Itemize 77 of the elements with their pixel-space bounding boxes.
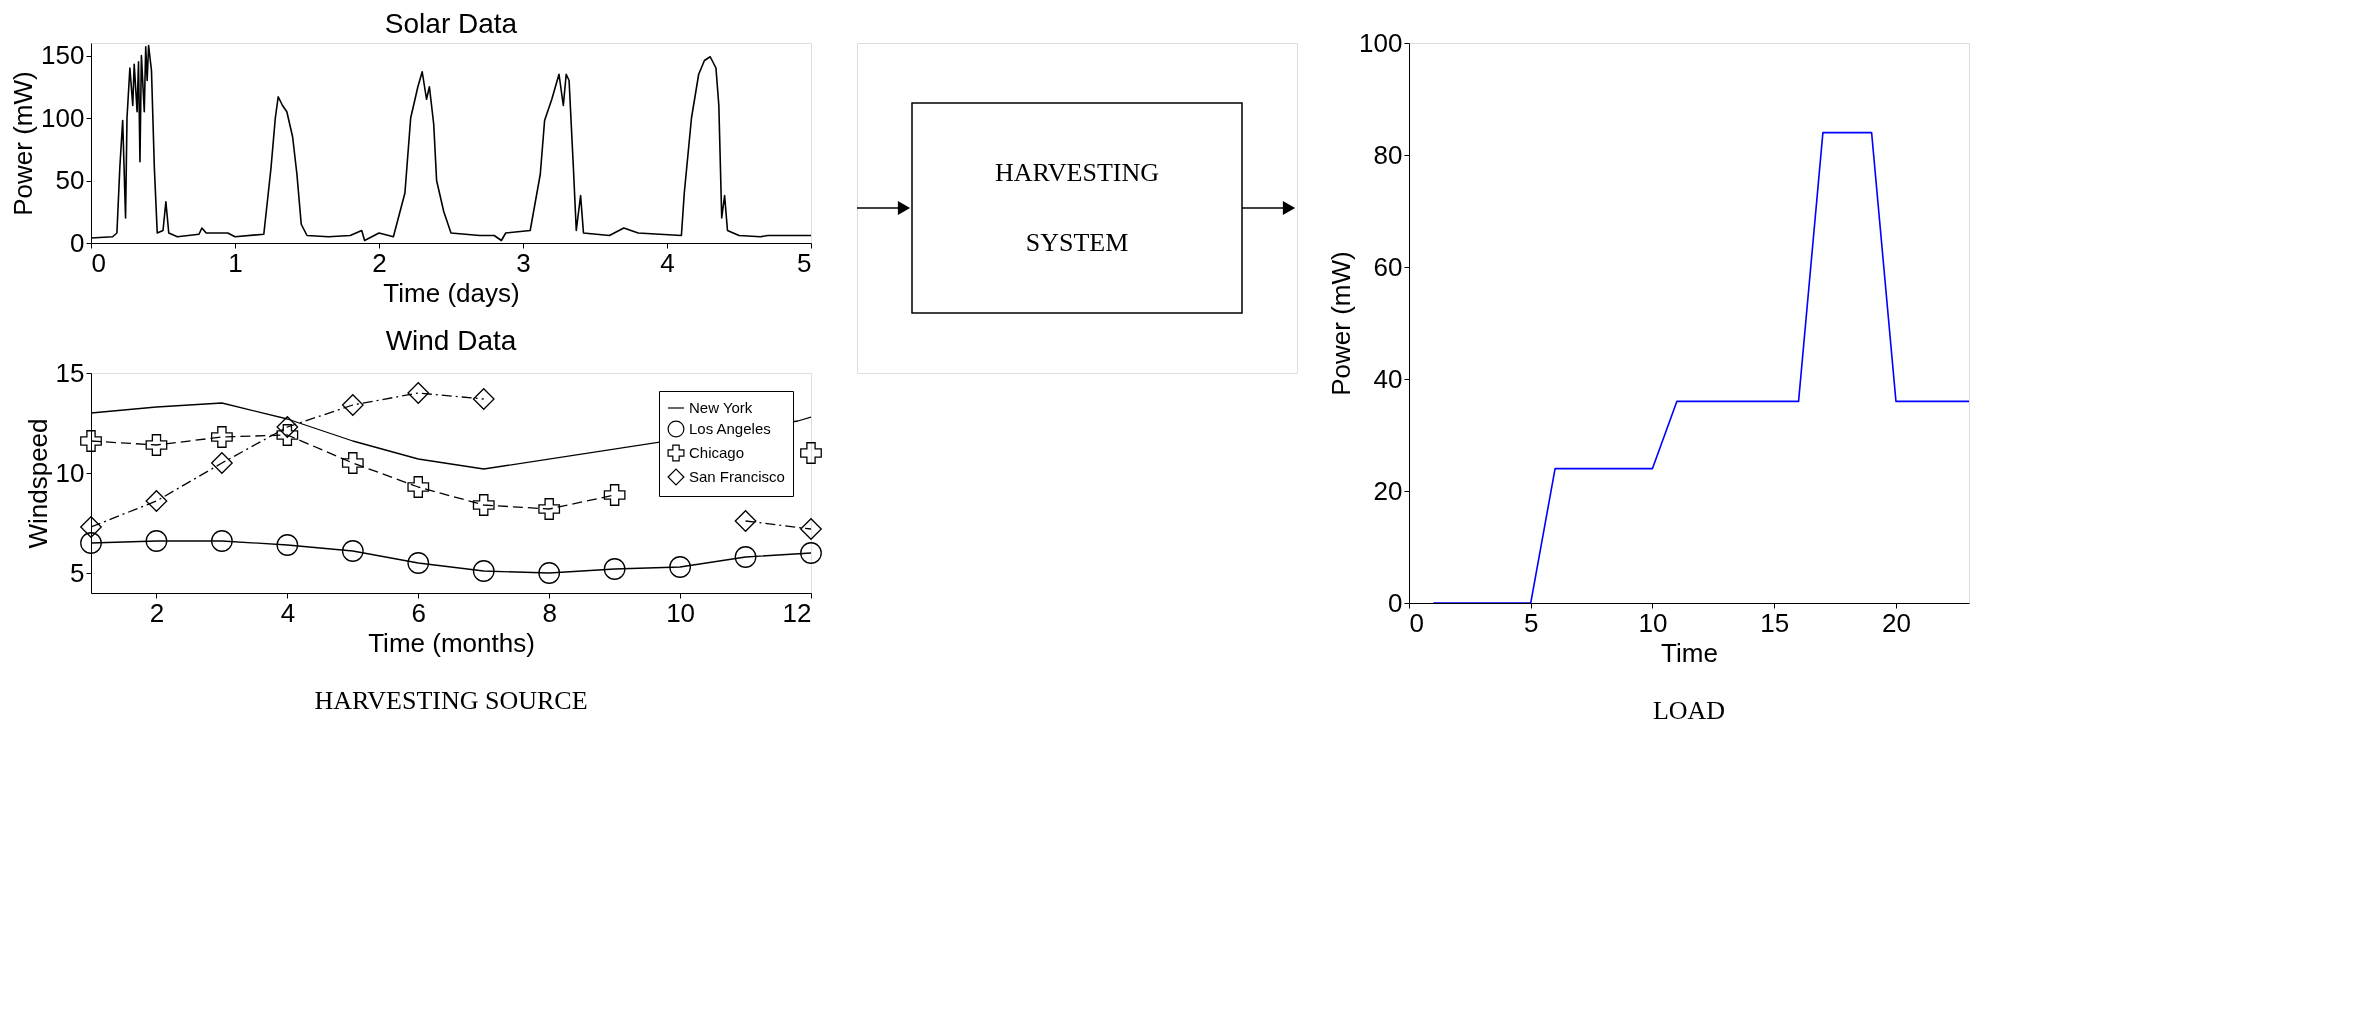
point bbox=[341, 452, 364, 474]
point bbox=[472, 560, 495, 582]
point bbox=[538, 498, 561, 520]
x-tick-label: 5 bbox=[1524, 607, 1539, 638]
x-tick-label: 20 bbox=[1882, 607, 1911, 638]
y-tick-label: 15 bbox=[55, 357, 85, 388]
text: HARVESTING SOURCE bbox=[314, 686, 588, 715]
point bbox=[80, 516, 102, 538]
point bbox=[472, 494, 495, 516]
point bbox=[472, 388, 495, 410]
y-tick-label: 60 bbox=[1373, 251, 1403, 282]
point bbox=[145, 434, 168, 456]
point bbox=[211, 452, 233, 474]
chart-title: Wind Data bbox=[385, 325, 517, 356]
point bbox=[145, 490, 168, 512]
chart-title: Solar Data bbox=[384, 7, 518, 39]
x-tick-label: 4 bbox=[660, 247, 675, 278]
point bbox=[276, 534, 299, 556]
point bbox=[145, 530, 168, 552]
x-tick-label: 0 bbox=[91, 247, 106, 278]
point bbox=[669, 556, 691, 578]
y-tick-label: 40 bbox=[1373, 363, 1403, 394]
point bbox=[341, 540, 364, 562]
point bbox=[407, 552, 430, 574]
x-tick-label: 0 bbox=[1409, 607, 1424, 638]
x-tick-label: 5 bbox=[797, 247, 812, 278]
x-tick-label: 10 bbox=[666, 597, 696, 628]
point bbox=[407, 476, 430, 498]
point bbox=[800, 442, 822, 464]
x-tick-label: 3 bbox=[516, 247, 531, 278]
x-tick-label: 2 bbox=[149, 597, 165, 628]
point bbox=[211, 426, 233, 448]
y-tick-label: 100 bbox=[41, 102, 85, 133]
point bbox=[276, 416, 299, 438]
y-tick-label: 80 bbox=[1373, 139, 1403, 170]
y-axis-title: Power (mW) bbox=[8, 71, 39, 216]
x-tick-label: 15 bbox=[1760, 607, 1790, 638]
x-tick-label: 8 bbox=[542, 597, 557, 628]
point bbox=[603, 558, 626, 580]
x-tick-label: 2 bbox=[372, 247, 387, 278]
legend-label: Los Angeles bbox=[689, 420, 771, 437]
x-tick-label: 10 bbox=[1638, 607, 1668, 638]
point bbox=[734, 546, 757, 568]
x-tick-label: 1 bbox=[228, 247, 243, 278]
point bbox=[80, 430, 102, 452]
y-tick-label: 0 bbox=[70, 227, 85, 258]
y-tick-label: 50 bbox=[55, 165, 85, 195]
line-series bbox=[1432, 131, 1969, 603]
y-tick-label: 5 bbox=[70, 557, 85, 588]
y-tick-label: 10 bbox=[55, 457, 85, 488]
x-tick-label: 6 bbox=[411, 597, 427, 628]
text: HARVESTING bbox=[994, 158, 1160, 187]
y-tick-label: 150 bbox=[41, 40, 85, 70]
legend-label: Chicago bbox=[689, 444, 745, 461]
point bbox=[211, 530, 233, 552]
x-tick-label: 4 bbox=[280, 597, 296, 628]
y-tick-label: 100 bbox=[1359, 27, 1403, 58]
x-axis-title: Time (months) bbox=[368, 627, 535, 658]
point bbox=[538, 562, 561, 584]
x-axis-title: Time bbox=[1661, 637, 1718, 668]
point bbox=[800, 518, 822, 540]
x-tick-label: 12 bbox=[782, 597, 812, 628]
x-axis-title: Time (days) bbox=[383, 277, 520, 308]
text: LOAD bbox=[1652, 696, 1726, 725]
point bbox=[407, 382, 430, 404]
point bbox=[276, 424, 299, 446]
y-axis-title: Windspeed bbox=[22, 418, 53, 549]
point bbox=[341, 394, 364, 416]
y-axis-title: Power (mW) bbox=[1326, 251, 1357, 396]
point bbox=[734, 510, 757, 532]
legend-label: San Francisco bbox=[689, 468, 785, 485]
point bbox=[80, 532, 102, 554]
y-tick-label: 20 bbox=[1373, 475, 1403, 506]
point bbox=[800, 542, 822, 564]
text: SYSTEM bbox=[1025, 228, 1129, 257]
legend-label: New York bbox=[689, 399, 753, 416]
point bbox=[603, 484, 626, 506]
